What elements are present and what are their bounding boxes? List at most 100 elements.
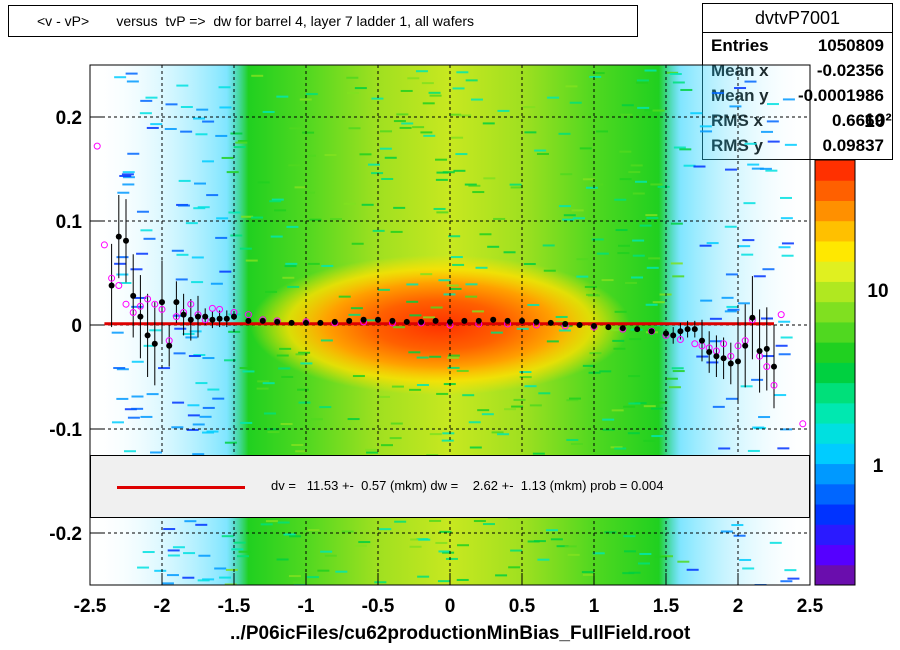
heat-cell <box>210 282 223 285</box>
heat-cell <box>164 127 177 130</box>
heat-cell <box>226 171 239 174</box>
heat-cell <box>309 218 322 221</box>
heat-cell <box>742 239 755 242</box>
heat-cell <box>262 110 275 113</box>
heat-cell <box>298 351 311 354</box>
heat-cell <box>477 409 490 412</box>
color-scale-band <box>815 281 855 303</box>
profile-point-black <box>108 282 115 289</box>
heat-cell <box>216 217 229 220</box>
heat-cell <box>509 183 522 186</box>
profile-point-black <box>180 311 187 318</box>
heat-cell <box>408 351 421 354</box>
heat-cell <box>700 130 713 133</box>
heat-cell <box>116 273 129 276</box>
heat-cell <box>263 412 276 415</box>
heat-cell <box>265 290 278 293</box>
heat-cell <box>759 167 772 170</box>
heat-cell <box>706 242 719 245</box>
heat-cell <box>251 216 264 219</box>
heat-cell <box>271 198 284 201</box>
heat-cell <box>614 310 627 313</box>
heat-cell <box>352 375 365 378</box>
heat-cell <box>584 285 597 288</box>
heat-cell <box>197 206 210 209</box>
heat-cell <box>581 571 594 574</box>
x-tick-label: 2.5 <box>797 596 824 617</box>
heat-cell <box>670 262 683 265</box>
profile-point-black <box>115 233 122 240</box>
heat-cell <box>747 449 760 452</box>
heat-cell <box>348 127 361 130</box>
heat-cell <box>511 405 524 408</box>
profile-point-black <box>245 317 252 324</box>
profile-point-magenta <box>216 305 224 313</box>
heat-cell <box>624 281 637 284</box>
heat-cell <box>448 235 461 238</box>
heat-cell <box>394 520 407 523</box>
heat-cell <box>351 242 364 245</box>
heat-cell <box>582 178 595 181</box>
heat-cell <box>184 520 197 523</box>
heat-cell <box>224 583 237 585</box>
heat-cell <box>570 443 583 446</box>
heat-cell <box>262 382 275 385</box>
heat-cell <box>239 366 252 369</box>
profile-point-black <box>123 237 129 244</box>
heat-cell <box>569 101 582 104</box>
profile-point-magenta <box>187 300 195 308</box>
heat-cell <box>330 218 343 221</box>
heat-cell <box>639 224 652 227</box>
heat-cell <box>651 407 664 410</box>
heat-cell <box>510 549 523 552</box>
heat-cell <box>622 572 635 575</box>
heat-cell <box>124 408 137 411</box>
profile-point-magenta <box>158 305 166 313</box>
heat-cell <box>619 178 632 181</box>
heat-cell <box>420 273 433 276</box>
heat-cell <box>655 401 668 404</box>
heat-cell <box>751 167 764 170</box>
color-scale-band <box>815 200 855 222</box>
profile-point-magenta <box>172 313 180 321</box>
heat-cell <box>645 303 658 306</box>
heat-cell <box>122 183 135 186</box>
heat-cell <box>392 326 405 329</box>
heat-cell <box>177 204 190 207</box>
profile-point-black <box>202 313 209 320</box>
profile-point-magenta <box>136 302 144 310</box>
heat-cell <box>623 535 636 538</box>
profile-point-magenta <box>244 311 252 319</box>
heat-cell <box>457 544 470 547</box>
heat-cell <box>464 183 477 186</box>
heat-cell <box>652 301 665 304</box>
heat-cell <box>116 368 129 371</box>
profile-point-black <box>713 353 720 360</box>
heat-cell <box>762 268 775 271</box>
heat-cell <box>673 146 686 149</box>
heat-cell <box>354 87 367 90</box>
x-tick-label: 2 <box>733 596 744 617</box>
heat-cell <box>171 249 184 252</box>
heat-cell <box>560 173 573 176</box>
heat-cell <box>572 217 585 220</box>
heat-cell <box>265 520 278 523</box>
heat-cell <box>116 397 129 400</box>
heat-cell <box>462 394 475 397</box>
heat-cell <box>365 448 378 451</box>
heat-cell <box>119 174 132 177</box>
heat-cell <box>406 283 419 286</box>
heat-cell <box>609 329 622 332</box>
profile-point-magenta <box>691 340 699 348</box>
heat-cell <box>495 574 508 577</box>
heat-cell <box>347 418 360 421</box>
heat-cell <box>186 428 199 431</box>
heat-cell <box>652 109 665 112</box>
heat-cell <box>614 198 627 201</box>
heat-cell <box>207 388 220 391</box>
profile-point-black <box>684 326 691 333</box>
heat-cell <box>733 534 746 537</box>
heat-cell <box>731 524 744 527</box>
heat-cell <box>400 89 413 92</box>
heat-cell <box>240 421 253 424</box>
